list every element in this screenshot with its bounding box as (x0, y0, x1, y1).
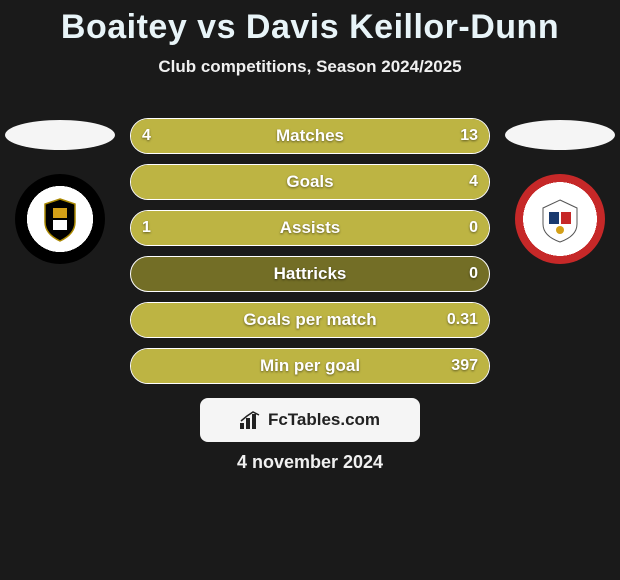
player-left-name-oval (5, 120, 115, 150)
branding-box: FcTables.com (200, 398, 420, 442)
stat-row: Assists1 0 (130, 210, 490, 246)
chart-icon (240, 411, 262, 429)
stat-value-right: 0 (469, 210, 478, 246)
stat-label: Goals per match (130, 302, 490, 338)
season-subtitle: Club competitions, Season 2024/2025 (0, 57, 620, 77)
player-right-name-oval (505, 120, 615, 150)
stat-row: Hattricks0 (130, 256, 490, 292)
club-crest-right (515, 174, 605, 264)
stat-row: Goals per match0.31 (130, 302, 490, 338)
stat-label: Hattricks (130, 256, 490, 292)
club-crest-left (15, 174, 105, 264)
player-right-slot (500, 120, 620, 264)
stat-label: Assists (130, 210, 490, 246)
stat-value-right: 397 (451, 348, 478, 384)
stat-value-right: 4 (469, 164, 478, 200)
stat-value-left: 1 (142, 210, 151, 246)
stat-value-right: 0 (469, 256, 478, 292)
stat-label: Goals (130, 164, 490, 200)
stat-row: Min per goal397 (130, 348, 490, 384)
stats-area: Matches413Goals4Assists10Hattricks0Goals… (130, 118, 490, 394)
stat-label: Min per goal (130, 348, 490, 384)
brand-text: FcTables.com (268, 410, 380, 430)
stat-value-right: 13 (460, 118, 478, 154)
stat-label: Matches (130, 118, 490, 154)
comparison-title: Boaitey vs Davis Keillor-Dunn (0, 0, 620, 47)
stat-value-left: 4 (142, 118, 151, 154)
stat-row: Goals4 (130, 164, 490, 200)
date-line: 4 november 2024 (0, 452, 620, 473)
crest-icon (535, 194, 585, 244)
shield-icon (35, 194, 85, 244)
player-left-slot (0, 120, 120, 264)
stat-value-right: 0.31 (447, 302, 478, 338)
stat-row: Matches4 13 (130, 118, 490, 154)
